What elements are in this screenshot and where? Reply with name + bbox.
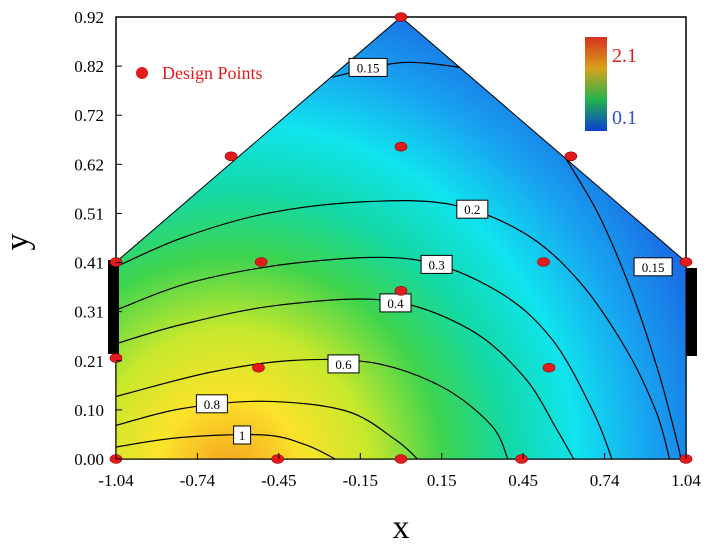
- design-point: [394, 141, 408, 152]
- x-tick-label: 0.74: [590, 471, 620, 490]
- contour-label: 0.8: [195, 394, 228, 414]
- contour-label-text: 0.3: [428, 257, 444, 272]
- contour-label: 0.6: [327, 354, 360, 374]
- legend-marker: [136, 67, 148, 79]
- contour-label-text: 0.6: [335, 357, 352, 372]
- y-tick-label: 0.00: [74, 450, 104, 469]
- x-tick-label: 0.15: [427, 471, 457, 490]
- design-point: [537, 257, 550, 267]
- design-point: [252, 362, 265, 373]
- contour-label: 0.15: [348, 57, 388, 77]
- y-axis-title: y: [0, 234, 36, 251]
- y-tick-label: 0.21: [74, 352, 104, 371]
- y-tick-label: 0.10: [74, 401, 104, 420]
- x-tick-label: 0.45: [508, 471, 538, 490]
- y-tick-label: 0.72: [74, 106, 104, 125]
- colorbar-max-label: 2.1: [612, 45, 637, 67]
- y-tick-label: 0.82: [74, 57, 104, 76]
- design-point: [542, 362, 556, 373]
- y-tick-label: 0.41: [74, 254, 104, 273]
- contour-line: [116, 433, 336, 459]
- contour-label: 0.15: [633, 257, 673, 277]
- x-axis-ticks: -1.04 -0.74 -0.45 -0.15 0.15 0.45 0.74 1.04: [98, 453, 701, 490]
- right-edge-bar: [686, 268, 697, 356]
- contour-label-text: 0.15: [642, 260, 665, 275]
- contour-label-text: 0.2: [464, 202, 480, 217]
- legend: Design Points: [136, 63, 263, 83]
- design-point: [394, 454, 408, 464]
- contour-label: 0.4: [379, 293, 412, 313]
- contour-label-text: 1: [239, 428, 246, 443]
- contour-label: 0.2: [456, 199, 489, 219]
- x-tick-label: -0.15: [343, 471, 378, 490]
- design-point: [515, 454, 528, 464]
- design-point: [394, 285, 408, 296]
- contour-field: [116, 17, 686, 459]
- contour-label-text: 0.8: [204, 397, 220, 412]
- contour-line: [116, 358, 509, 459]
- x-axis-title: x: [393, 509, 410, 546]
- colorbar: 2.1 0.1: [585, 37, 637, 131]
- left-edge-bar: [108, 260, 119, 354]
- legend-label: Design Points: [162, 63, 263, 83]
- x-tick-label: -0.45: [261, 471, 296, 490]
- design-point: [109, 257, 123, 267]
- contour-label: 0.3: [420, 254, 453, 274]
- design-point: [254, 257, 268, 267]
- x-tick-label: 1.04: [671, 471, 701, 490]
- design-point: [679, 257, 693, 267]
- y-tick-label: 0.92: [74, 8, 104, 27]
- contour-line: [332, 61, 462, 78]
- y-tick-label: 0.31: [74, 303, 104, 322]
- contour-label: 1: [233, 425, 252, 445]
- design-point: [224, 151, 238, 162]
- design-point: [271, 454, 285, 464]
- colorbar-gradient-bar: [585, 37, 607, 131]
- y-axis-ticks: 0.00 0.10 0.21 0.31 0.41 0.51 0.62 0.72 0.82 0.92: [74, 8, 122, 469]
- x-tick-label: -0.74: [180, 471, 216, 490]
- contour-line: [559, 148, 682, 459]
- x-tick-label: -1.04: [98, 471, 134, 490]
- design-point: [564, 151, 578, 162]
- contour-label-text: 0.4: [387, 296, 404, 311]
- contour-labels: 1 0.8 0.6 0.4 0.3 0.2 0.15 0.15: [195, 57, 673, 445]
- contour-line: [116, 400, 418, 459]
- contour-label-text: 0.15: [357, 60, 380, 75]
- y-tick-label: 0.62: [74, 155, 104, 174]
- colorbar-min-label: 0.1: [612, 107, 637, 129]
- design-point: [394, 12, 408, 22]
- y-tick-label: 0.51: [74, 204, 104, 223]
